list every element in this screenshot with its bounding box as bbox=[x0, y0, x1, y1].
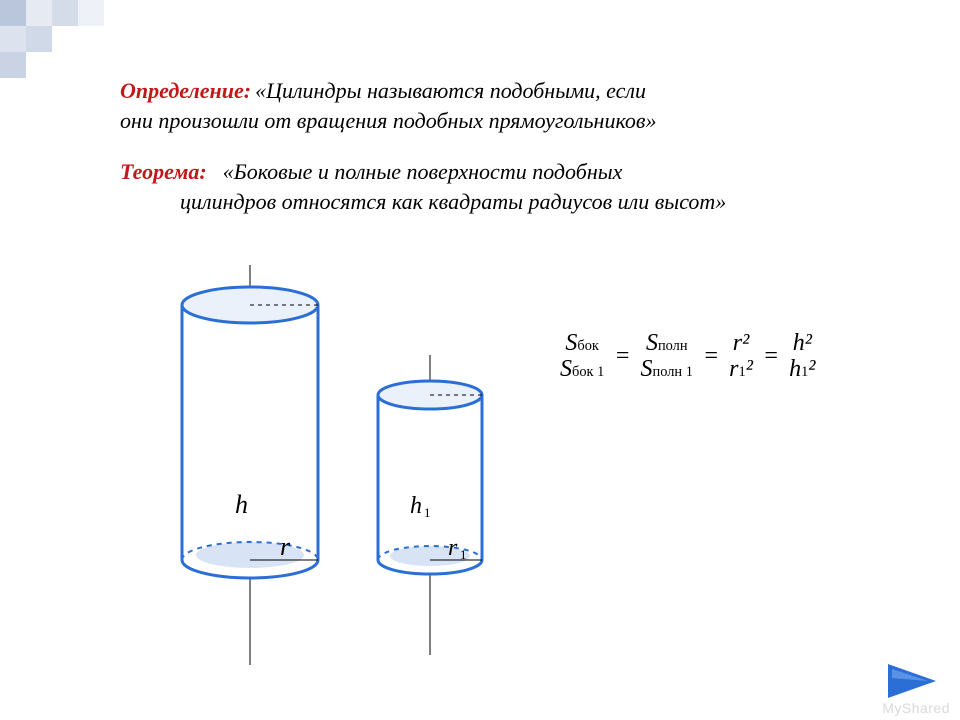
theorem-label: Теорема: bbox=[120, 159, 207, 184]
svg-text:h: h bbox=[410, 493, 422, 519]
frac-sbok: Sбок Sбок 1 bbox=[560, 330, 604, 383]
svg-text:r: r bbox=[448, 535, 458, 561]
corner-decoration bbox=[0, 0, 104, 78]
watermark-text: MyShared bbox=[882, 700, 950, 716]
cylinders-svg: h r h 1 r 1 bbox=[140, 255, 560, 695]
definition-text-1: «Цилиндры называются подобными, если bbox=[255, 78, 646, 103]
theorem-text-2: цилиндров относятся как квадраты радиусо… bbox=[180, 187, 920, 217]
next-slide-button[interactable] bbox=[884, 660, 940, 702]
ratio-formula: Sбок Sбок 1 = Sполн Sполн 1 = r² r1² = h… bbox=[560, 330, 816, 383]
frac-r: r² r1² bbox=[729, 330, 753, 383]
svg-text:r: r bbox=[280, 532, 291, 561]
cylinders-figure: h r h 1 r 1 bbox=[140, 255, 920, 695]
svg-text:1: 1 bbox=[460, 547, 467, 562]
svg-text:1: 1 bbox=[424, 505, 431, 520]
definition-text-2: они произошли от вращения подобных прямо… bbox=[120, 106, 920, 136]
text-content: Определение: «Цилиндры называются подобн… bbox=[120, 76, 920, 217]
frac-h: h² h1² bbox=[789, 330, 815, 383]
equals-1: = bbox=[610, 343, 634, 370]
equals-2: = bbox=[699, 343, 723, 370]
equals-3: = bbox=[759, 343, 783, 370]
definition-label: Определение: bbox=[120, 78, 251, 103]
arrow-right-icon bbox=[884, 660, 940, 702]
theorem-text-1: «Боковые и полные поверхности подобных bbox=[223, 159, 623, 184]
svg-text:h: h bbox=[235, 490, 248, 519]
frac-spoln: Sполн Sполн 1 bbox=[641, 330, 693, 383]
